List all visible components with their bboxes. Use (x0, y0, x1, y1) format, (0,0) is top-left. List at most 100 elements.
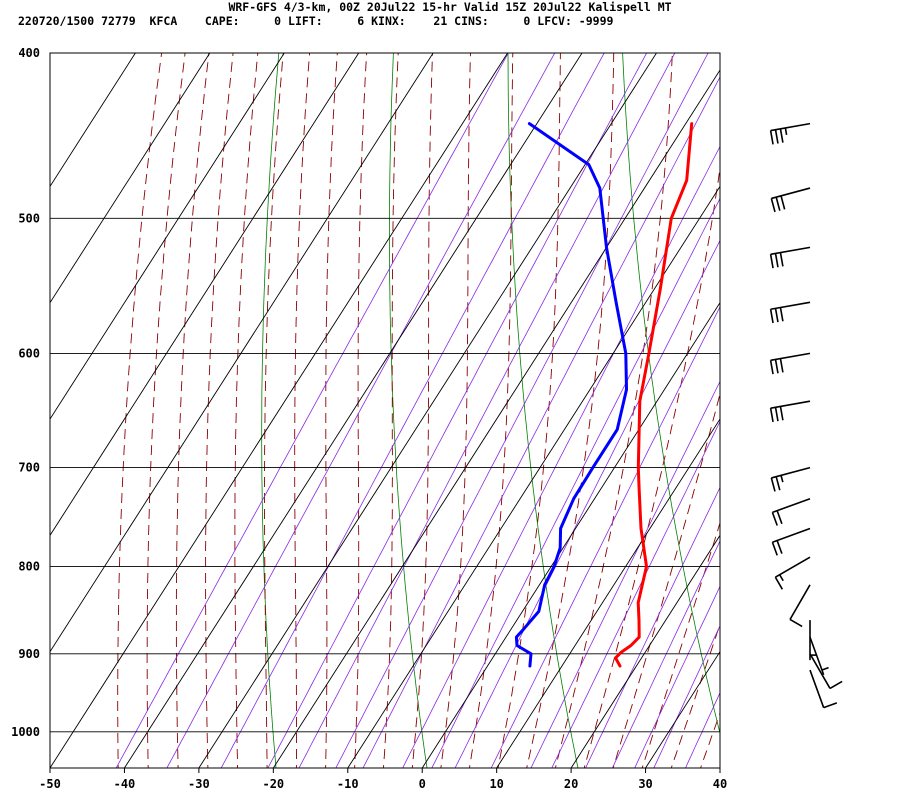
moist-adiabat (727, 34, 900, 775)
mixing-ratio-line (362, 76, 720, 768)
plot-frame (49, 52, 721, 769)
isotherm (347, 185, 720, 768)
isotherm (50, 53, 434, 653)
barb-flag (769, 254, 774, 269)
mixing-ratio-line (634, 585, 720, 768)
moist-adiabat (497, 53, 561, 768)
index-line: 220720/1500 72779 KFCA CAPE: 0 LIFT: 6 K… (18, 14, 614, 28)
barb-flag (774, 359, 779, 374)
y-tick-label: 900 (18, 647, 40, 661)
moist-adiabat (526, 53, 615, 768)
x-tick-label: 0 (419, 777, 426, 791)
y-tick-label: 800 (18, 560, 40, 574)
mixing-ratio-line (431, 197, 720, 768)
mixing-ratio-line (402, 145, 720, 768)
isotherm (124, 53, 583, 768)
wind-barb (770, 187, 811, 213)
barb-half-flag (780, 475, 784, 483)
barb-staff (770, 352, 811, 362)
moist-adiabat (554, 53, 673, 768)
chart-title: WRF-GFS 4/3-km, 00Z 20Jul22 15-hr Valid … (228, 0, 672, 14)
barb-staff (771, 466, 811, 479)
x-tick-label: 30 (638, 777, 652, 791)
barb-half-flag (821, 666, 829, 671)
moist-adiabat (205, 53, 234, 768)
barb-flag (774, 129, 779, 144)
barb-staff (771, 187, 811, 200)
dry-adiabat (849, 34, 900, 775)
barb-staff (809, 653, 831, 689)
isotherm (198, 53, 657, 768)
barb-staff (772, 497, 811, 514)
moist-adiabat (234, 53, 259, 768)
barb-flag (779, 128, 784, 143)
mixing-ratio-line (530, 380, 720, 768)
barb-staff (770, 400, 811, 409)
barb-flag (776, 540, 783, 554)
dry-adiabat (736, 34, 883, 775)
mixing-ratio-line (611, 540, 720, 768)
background-lines (50, 34, 900, 775)
moist-adiabat (469, 53, 514, 768)
moist-adiabat (440, 53, 471, 768)
wind-barb (769, 122, 811, 145)
x-tick-label: 40 (713, 777, 727, 791)
barb-flag (769, 130, 774, 145)
moist-adiabat (294, 53, 311, 768)
barb-flag (770, 477, 776, 492)
wind-barb (771, 527, 811, 556)
barb-flag (774, 576, 784, 590)
moist-adiabat (354, 53, 368, 768)
barb-staff (774, 556, 811, 578)
barb-flag (779, 358, 784, 373)
wind-barbs (769, 122, 843, 709)
y-tick-label: 700 (18, 461, 40, 475)
moist-adiabat (411, 53, 433, 768)
mixing-ratio-line (454, 239, 720, 768)
isotherm (496, 418, 720, 768)
barb-staff (770, 122, 811, 132)
barb-flag (775, 196, 781, 211)
y-tick-label: 500 (18, 211, 40, 225)
y-axis-ticks: 400 500 600 700 800 900 1000 (11, 46, 40, 739)
moist-adiabat (641, 521, 720, 768)
barb-staff (772, 527, 811, 543)
grid (50, 52, 720, 733)
barb-staff (770, 301, 811, 311)
barb-flag (771, 541, 778, 556)
barb-flag (779, 406, 784, 421)
moist-adiabat (325, 53, 338, 768)
isotherm (421, 301, 720, 768)
moist-adiabat (117, 53, 163, 768)
isotherm (50, 53, 508, 768)
barb-staff (770, 246, 811, 256)
x-tick-label: -40 (114, 777, 136, 791)
wind-barb (774, 556, 811, 590)
barb-flag (774, 253, 779, 268)
x-axis-ticks: -50 -40 -30 -20 -10 0 10 20 30 40 (39, 768, 727, 791)
wind-barb (769, 352, 811, 375)
wind-barb (809, 653, 843, 690)
isotherm (50, 53, 211, 304)
isotherm (50, 53, 136, 188)
barb-flag (829, 680, 843, 690)
moist-adiabat (583, 164, 720, 768)
moist-adiabat (612, 392, 720, 768)
mixing-ratio-line (267, 53, 648, 768)
moist-adiabat (146, 53, 186, 768)
x-tick-label: -10 (337, 777, 359, 791)
moist-adiabat (383, 53, 399, 768)
temperature-profile (614, 122, 694, 668)
barb-flag (769, 408, 774, 423)
barb-flag (769, 309, 774, 324)
barb-flag (780, 195, 786, 210)
mixing-ratio-line (115, 53, 509, 768)
y-tick-label: 1000 (11, 725, 40, 739)
x-tick-label: -30 (188, 777, 210, 791)
isotherm (50, 53, 285, 420)
isotherm (570, 534, 720, 768)
moist-adiabat (670, 623, 720, 768)
barb-flag (770, 198, 776, 213)
dry-adiabat (388, 53, 428, 768)
